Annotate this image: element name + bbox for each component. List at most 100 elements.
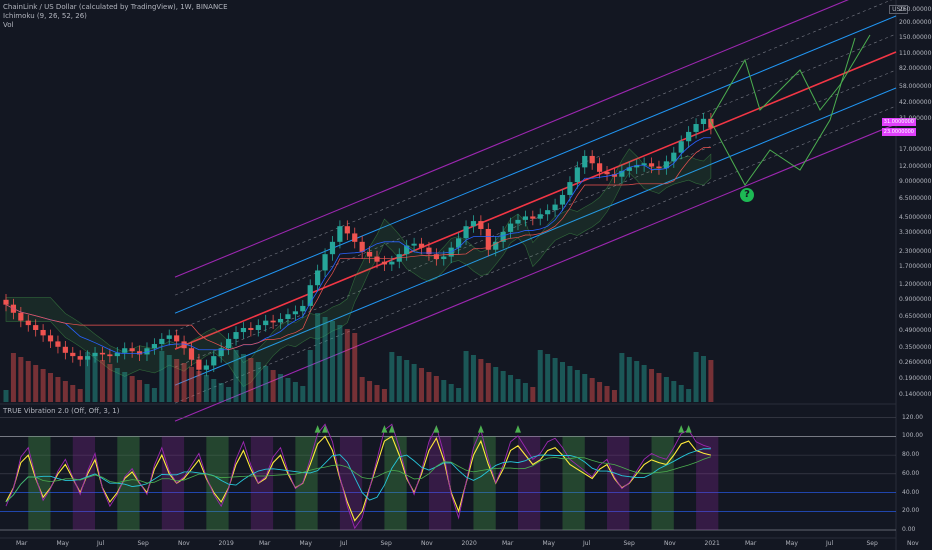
volume-bar [25,361,31,402]
volume-bar [337,325,343,402]
x-tick-label: Sep [380,540,392,547]
candle-body [597,163,603,172]
candle-body [708,118,714,128]
x-tick-label: Mar [16,540,28,547]
candle-body [218,348,224,357]
candle-body [411,243,417,246]
candle-body [159,338,165,345]
candle-body [648,163,655,167]
x-tick-label: Nov [421,540,433,547]
y-tick-label: 110.0000000 [899,50,932,57]
channel-line [174,69,897,368]
volume-bar [404,360,410,402]
y-tick-label: 0.3500000 [899,344,932,352]
channel-line [174,51,897,350]
volume-bar [419,368,425,402]
y-tick-label: 58.0000000 [899,82,932,90]
candle-body [144,348,150,355]
volume-bar [611,390,617,402]
volume-bar [359,377,365,402]
candle-body [441,256,447,260]
x-tick-label: Mar [259,540,271,547]
volume-bar [641,365,647,402]
candle-body [240,327,247,333]
y-tick-label: 82.0000000 [899,65,932,73]
volume-bar [344,329,350,402]
osc-zone [562,436,585,530]
candle-body [641,163,647,166]
volume-bar [634,361,640,402]
y-tick-label: 260.0000000 [899,6,932,13]
candle-body [136,351,143,355]
volume-bar [18,357,24,402]
candle-body [485,228,491,250]
candle-body [292,311,298,315]
volume-bar [508,375,514,402]
volume-bar [292,382,298,402]
x-tick-label: May [299,540,312,547]
candle-body [404,245,410,255]
candle-body [33,325,39,330]
osc-signal-marker [514,425,521,433]
x-tick-label: Sep [137,540,149,547]
candle-body [366,251,373,257]
volume-bar [107,364,113,402]
forecast-path-upper [709,34,871,121]
volume-bar [500,371,506,402]
candle-body [478,221,484,229]
y-tick-label: 3.3000000 [899,229,932,237]
kijun-line [5,147,711,351]
y-tick-label: 150.0000000 [899,34,932,42]
volume-bar [55,377,61,402]
candle-body [233,332,239,339]
volume-bar [441,380,447,402]
volume-bar [62,381,68,402]
currency-label[interactable]: USD [889,5,908,14]
x-tick-label: Sep [866,540,878,547]
volume-bar [278,374,284,402]
volume-bar [211,379,217,402]
candle-body [99,352,106,355]
volume-bar [174,359,180,402]
symbol-title: ChainLink / US Dollar (calculated by Tra… [3,3,228,11]
volume-bar [166,355,172,402]
volume-bar [626,357,632,402]
price-label-current: 31.0000000 [881,118,916,126]
osc-zone [428,436,452,530]
candle-body [25,320,31,326]
osc-signal-marker [678,425,685,433]
volume-bar [92,356,98,402]
volume-bar [40,369,46,402]
x-tick-label: 2019 [218,540,234,547]
channel-line [174,87,897,386]
volume-bar [522,383,528,402]
candle-body [329,241,336,255]
x-tick-label: Jul [340,540,348,547]
x-tick-label: May [542,540,555,547]
volume-bar [114,368,120,402]
volume-bar [456,388,462,402]
volume-bar [678,385,684,402]
candle-body [166,335,172,339]
candle-body [40,329,46,336]
question-mark-icon: ? [740,188,754,202]
osc-tick-label: 120.00 [902,413,923,421]
volume-bar [485,363,491,402]
volume-bar [329,321,335,402]
candle-body [359,241,365,252]
volume-bar [396,356,402,402]
osc-slow-line [5,448,711,503]
candle-body [545,210,551,215]
candle-body [55,341,61,347]
osc-signal-marker [388,425,395,433]
candle-body [537,214,543,219]
candle-body [389,261,395,265]
volume-bar [582,374,588,402]
candle-body [626,167,632,171]
osc-tick-label: 0.00 [902,526,916,533]
volume-bar [663,377,669,402]
y-tick-label: 42.0000000 [899,99,932,107]
candle-body [582,155,588,168]
candle-body [322,254,328,271]
